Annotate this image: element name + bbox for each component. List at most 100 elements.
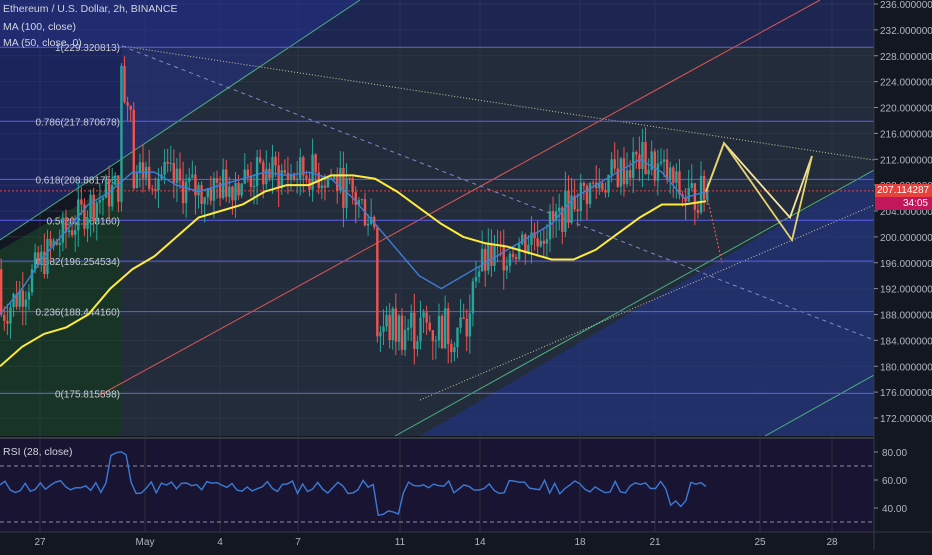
candle-body <box>558 207 561 212</box>
candle-body <box>484 248 487 271</box>
candle-body <box>502 244 505 271</box>
candle-body <box>323 185 327 188</box>
candle-body <box>249 176 253 188</box>
candle-body <box>440 315 444 349</box>
candle-body <box>388 315 391 341</box>
rsi-background <box>0 440 874 532</box>
candle-body <box>200 185 203 204</box>
candle-body <box>154 188 157 191</box>
candle-body <box>274 156 277 166</box>
candle-body <box>693 183 697 210</box>
rsi-legend[interactable]: RSI (28, close) <box>3 446 73 458</box>
candle-body <box>175 168 179 183</box>
projection-drop <box>705 191 723 263</box>
candle-body <box>83 204 86 229</box>
candle-body <box>582 182 586 186</box>
candle-body <box>521 234 524 245</box>
price-axis-bg <box>874 0 932 550</box>
ma100-legend[interactable]: MA (100, close) <box>3 21 76 33</box>
candle-body <box>428 322 431 331</box>
candle-body <box>453 347 456 353</box>
y-tick-label: 172.000000 <box>880 414 932 425</box>
candle-body <box>203 197 206 204</box>
candle-body <box>672 167 675 183</box>
candle-body <box>36 252 40 265</box>
candle-body <box>514 256 518 260</box>
candle-body <box>104 179 108 198</box>
candle-body <box>570 195 573 223</box>
candle-body <box>246 169 250 177</box>
candle-body <box>450 343 453 353</box>
rsi-tick-label: 60.00 <box>882 476 907 487</box>
candle-body <box>625 170 629 185</box>
candle-body <box>354 192 357 205</box>
candle-body <box>194 174 197 196</box>
candle-body <box>12 293 15 308</box>
y-tick-label: 236.000000 <box>880 0 932 11</box>
candle-body <box>706 189 709 200</box>
candle-body <box>517 244 521 260</box>
fib-level-label: 0.786(217.870678) <box>35 117 120 128</box>
candle-body <box>524 234 527 254</box>
candle-body <box>218 182 222 199</box>
candle-body <box>231 186 234 201</box>
candle-body <box>604 189 607 193</box>
candle-body <box>295 178 299 180</box>
candle-body <box>687 187 690 202</box>
x-tick-label: 25 <box>754 537 766 548</box>
fib-level-label: 0.236(188.444160) <box>35 308 120 319</box>
candle-body <box>690 183 693 188</box>
candle-body <box>434 340 438 342</box>
candle-body <box>536 238 539 247</box>
candle-body <box>576 209 579 212</box>
candle-body <box>551 211 555 221</box>
candle-body <box>237 182 240 196</box>
fib-level-label: 0.382(196.254534) <box>35 257 120 268</box>
candle-body <box>292 173 296 180</box>
ma50-legend[interactable]: MA (50, close, 0) <box>3 37 82 49</box>
candle-body <box>465 318 468 337</box>
candle-body <box>302 157 305 176</box>
x-tick-label: 28 <box>826 537 838 548</box>
candle-body <box>422 312 425 318</box>
candle-body <box>21 290 24 307</box>
fib-level-label: 0(175.815598) <box>55 389 120 400</box>
candle-body <box>410 312 413 328</box>
y-tick-label: 200.000000 <box>880 233 932 244</box>
candle-body <box>564 190 567 232</box>
candle-body <box>379 331 382 337</box>
candle-body <box>126 102 129 106</box>
channel-line-red <box>99 0 821 396</box>
candle-body <box>147 166 151 189</box>
candle-body <box>117 175 120 202</box>
candle-body <box>197 185 200 196</box>
candle-body <box>403 329 407 350</box>
candle-body <box>123 65 126 103</box>
candle-body <box>101 197 105 201</box>
candle-body <box>209 188 213 201</box>
candle-body <box>382 326 385 332</box>
last-price-tag: 207.114287 <box>875 184 932 198</box>
candle-body <box>157 178 160 191</box>
candle-body <box>172 162 176 183</box>
candle-body <box>567 190 570 223</box>
candle-body <box>702 175 706 200</box>
candle-body <box>40 251 43 265</box>
candle-body <box>212 178 216 201</box>
y-tick-label: 180.000000 <box>880 362 932 373</box>
candle-body <box>286 172 290 180</box>
symbol-title[interactable]: Ethereum / U.S. Dollar, 2h, BINANCE <box>3 3 178 15</box>
candle-body <box>95 202 98 222</box>
trend-dashed <box>121 45 874 341</box>
candle-body <box>61 218 65 243</box>
candle-body <box>73 230 77 236</box>
candle-body <box>675 171 678 183</box>
candle-body <box>9 307 12 324</box>
channel-line-upper <box>0 0 361 241</box>
candle-body <box>299 157 302 179</box>
candle-body <box>641 141 644 169</box>
candle-body <box>163 161 166 175</box>
y-tick-label: 204.000000 <box>880 207 932 218</box>
